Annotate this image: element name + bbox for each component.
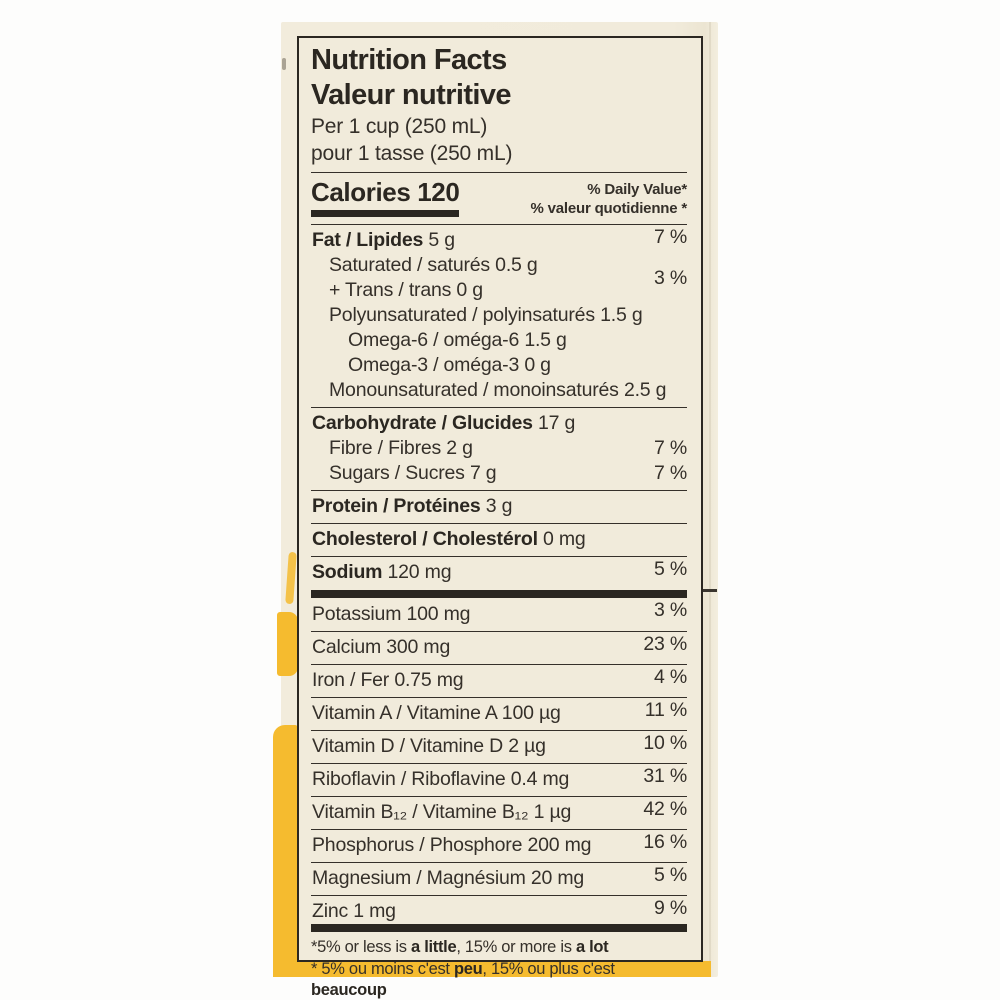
nutrient-row-iron: Iron / Fer 0.75 mg 4 % bbox=[311, 664, 687, 693]
nutrient-label: Protein / Protéines 3 g bbox=[312, 495, 513, 517]
nutrient-label: Zinc 1 mg bbox=[312, 900, 396, 922]
daily-value-percent: 16 % bbox=[643, 831, 687, 853]
daily-value-percent: 7 % bbox=[653, 226, 687, 248]
daily-value-percent: 5 % bbox=[653, 864, 687, 886]
panel-title-fr: Valeur nutritive bbox=[311, 79, 512, 111]
serving-size-fr: pour 1 tasse (250 mL) bbox=[311, 142, 513, 165]
panel-title-en: Nutrition Facts bbox=[311, 44, 507, 76]
calories-value: 120 bbox=[417, 177, 460, 207]
nutrient-row-phosphorus: Phosphorus / Phosphore 200 mg 16 % bbox=[311, 829, 687, 858]
daily-value-percent: 31 % bbox=[643, 765, 687, 787]
nutrient-label: Omega-3 / oméga-3 0 g bbox=[348, 354, 551, 376]
nutrient-row-omega-3: Omega-3 / oméga-3 0 g bbox=[311, 353, 687, 378]
nutrient-row-cholesterol: Cholesterol / Cholestérol 0 mg bbox=[311, 523, 687, 552]
nutrient-row-zinc: Zinc 1 mg 9 % bbox=[311, 895, 687, 924]
nutrient-row-protein: Protein / Protéines 3 g bbox=[311, 490, 687, 519]
yellow-accent-bottom-strip bbox=[289, 961, 711, 977]
nutrient-row-vitamin-d: Vitamin D / Vitamine D 2 µg 10 % bbox=[311, 730, 687, 759]
daily-value-percent: 10 % bbox=[643, 732, 687, 754]
nutrient-row-fat: Fat / Lipides 5 g 7 % bbox=[311, 224, 687, 253]
registration-tick-mark bbox=[703, 589, 717, 592]
package-fold-line bbox=[709, 22, 711, 977]
nutrient-row-polyunsaturated: Polyunsaturated / polyinsaturés 1.5 g bbox=[311, 303, 687, 328]
nutrient-row-vitamin-a: Vitamin A / Vitamine A 100 µg 11 % bbox=[311, 697, 687, 726]
nutrient-label: Vitamin B₁₂ / Vitamine B₁₂ 1 µg bbox=[312, 801, 572, 823]
daily-value-header-fr: % valeur quotidienne * bbox=[530, 200, 688, 217]
nutrient-rows: Fat / Lipides 5 g 7 % Saturated / saturés … bbox=[311, 220, 687, 924]
daily-value-percent: 42 % bbox=[643, 798, 687, 820]
divider-rule bbox=[311, 172, 687, 173]
nutrient-row-omega-6: Omega-6 / oméga-6 1.5 g bbox=[311, 328, 687, 353]
nutrient-row-trans: + Trans / trans 0 g bbox=[311, 278, 687, 303]
yellow-accent-sliver bbox=[285, 551, 297, 605]
nutrient-label: Fibre / Fibres 2 g bbox=[329, 437, 473, 459]
nutrient-label: + Trans / trans 0 g bbox=[329, 279, 483, 301]
yellow-accent-block bbox=[277, 612, 298, 676]
nutrient-row-calcium: Calcium 300 mg 23 % bbox=[311, 631, 687, 660]
nutrient-row-vitamin-b12: Vitamin B₁₂ / Vitamine B₁₂ 1 µg 42 % bbox=[311, 796, 687, 825]
nutrient-label: Monounsaturated / monoinsaturés 2.5 g bbox=[329, 379, 667, 401]
daily-value-percent: 5 % bbox=[653, 558, 687, 580]
daily-value-percent: 7 % bbox=[653, 437, 687, 459]
footnote-en: *5% or less is a little, 15% or more is … bbox=[311, 938, 609, 956]
nutrient-label: Iron / Fer 0.75 mg bbox=[312, 669, 464, 691]
nutrient-label: Polyunsaturated / polyinsaturés 1.5 g bbox=[329, 304, 643, 326]
nutrient-row-sugars: Sugars / Sucres 7 g 7 % bbox=[311, 461, 687, 486]
daily-value-percent: 11 % bbox=[644, 699, 687, 721]
nutrient-row-magnesium: Magnesium / Magnésium 20 mg 5 % bbox=[311, 862, 687, 891]
nutrient-label: Potassium 100 mg bbox=[312, 603, 471, 625]
nutrient-label: Phosphorus / Phosphore 200 mg bbox=[312, 834, 592, 856]
daily-value-header: % Daily Value* % valeur quotidienne * bbox=[530, 178, 688, 218]
calories-word: Calories bbox=[311, 177, 411, 207]
serving-size-en: Per 1 cup (250 mL) bbox=[311, 115, 488, 138]
nutrient-label: Sugars / Sucres 7 g bbox=[329, 462, 497, 484]
nutrient-row-sodium: Sodium 120 mg 5 % bbox=[311, 556, 687, 585]
daily-value-percent: 9 % bbox=[653, 897, 687, 919]
nutrient-label: Carbohydrate / Glucides 17 g bbox=[312, 412, 576, 434]
nutrient-label: Calcium 300 mg bbox=[312, 636, 451, 658]
nutrient-label: Omega-6 / oméga-6 1.5 g bbox=[348, 329, 567, 351]
nutrient-row-potassium: Potassium 100 mg 3 % bbox=[311, 590, 687, 627]
nutrient-row-monounsaturated: Monounsaturated / monoinsaturés 2.5 g bbox=[311, 378, 687, 403]
nutrient-label: Vitamin A / Vitamine A 100 µg bbox=[312, 702, 561, 724]
nutrition-facts-panel: Nutrition Facts Valeur nutritive Per 1 c… bbox=[297, 36, 703, 999]
nutrient-row-fibre: Fibre / Fibres 2 g 7 % bbox=[311, 436, 687, 461]
nutrient-label: Magnesium / Magnésium 20 mg bbox=[312, 867, 585, 889]
nutrient-label: Sodium 120 mg bbox=[312, 561, 452, 583]
nutrient-label: Cholesterol / Cholestérol 0 mg bbox=[312, 528, 586, 550]
daily-value-percent: 4 % bbox=[653, 666, 687, 688]
daily-value-percent: 7 % bbox=[653, 462, 687, 484]
nutrient-label: Vitamin D / Vitamine D 2 µg bbox=[312, 735, 546, 757]
calories-row: Calories 120 % Daily Value* % valeur quo… bbox=[311, 178, 687, 218]
nutrient-row-riboflavin: Riboflavin / Riboflavine 0.4 mg 31 % bbox=[311, 763, 687, 792]
nutrient-row-carbohydrate: Carbohydrate / Glucides 17 g bbox=[311, 407, 687, 436]
daily-value-header-en: % Daily Value* bbox=[587, 181, 687, 198]
nutrient-label: Riboflavin / Riboflavine 0.4 mg bbox=[312, 768, 570, 790]
nutrient-row-saturated: Saturated / saturés 0.5 g 3 % bbox=[311, 253, 687, 289]
calories-underline-bar bbox=[311, 210, 460, 217]
daily-value-percent: 3 % bbox=[653, 599, 687, 621]
package-edge-mark bbox=[282, 58, 286, 70]
calories-label: Calories 120 bbox=[311, 177, 460, 217]
daily-value-percent: 3 % bbox=[653, 267, 687, 289]
daily-value-percent: 23 % bbox=[643, 633, 687, 655]
footnote-fr: * 5% ou moins c'est peu, 15% ou plus c'e… bbox=[311, 959, 615, 1000]
nutrient-label: Fat / Lipides 5 g bbox=[312, 229, 455, 251]
yellow-accent-left-strip bbox=[273, 725, 298, 977]
footnote-section: *5% or less is a little, 15% or more is … bbox=[311, 924, 687, 1000]
nutrient-label: Saturated / saturés 0.5 g bbox=[329, 254, 538, 276]
